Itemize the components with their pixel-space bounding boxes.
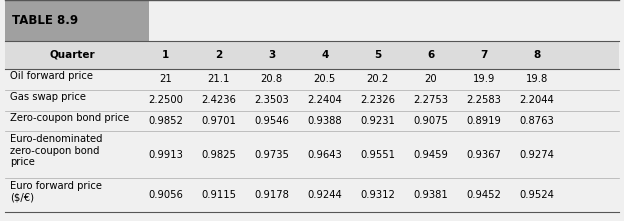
Text: 2.2500: 2.2500 <box>149 95 183 105</box>
Text: TABLE 8.9: TABLE 8.9 <box>12 14 79 27</box>
Text: 0.8763: 0.8763 <box>520 116 554 126</box>
Text: 0.9459: 0.9459 <box>414 150 448 160</box>
Text: 0.9115: 0.9115 <box>201 190 236 200</box>
Text: Gas swap price: Gas swap price <box>10 92 86 102</box>
Text: 0.9452: 0.9452 <box>467 190 501 200</box>
Text: 19.8: 19.8 <box>526 74 548 84</box>
Text: 0.9546: 0.9546 <box>255 116 289 126</box>
Text: Oil forward price: Oil forward price <box>10 71 93 81</box>
Text: 0.9701: 0.9701 <box>202 116 236 126</box>
Text: 20: 20 <box>424 74 437 84</box>
Text: 20.2: 20.2 <box>367 74 389 84</box>
Bar <box>5 41 619 69</box>
Text: 0.9381: 0.9381 <box>414 190 448 200</box>
Bar <box>149 0 619 41</box>
Text: 0.9735: 0.9735 <box>255 150 289 160</box>
Text: 2.2044: 2.2044 <box>520 95 554 105</box>
Bar <box>5 131 619 178</box>
Text: 2.2404: 2.2404 <box>308 95 342 105</box>
Text: 8: 8 <box>534 50 540 60</box>
Text: 20.8: 20.8 <box>261 74 283 84</box>
Text: 5: 5 <box>374 50 381 60</box>
Text: 0.9075: 0.9075 <box>414 116 448 126</box>
Text: 0.9274: 0.9274 <box>520 150 554 160</box>
Text: 0.9244: 0.9244 <box>308 190 342 200</box>
Text: 0.9524: 0.9524 <box>520 190 554 200</box>
Text: 2.2583: 2.2583 <box>467 95 501 105</box>
Text: 7: 7 <box>480 50 487 60</box>
Text: 1: 1 <box>162 50 169 60</box>
Text: 0.9643: 0.9643 <box>308 150 342 160</box>
Text: 0.9551: 0.9551 <box>360 150 396 160</box>
Bar <box>5 90 619 110</box>
Text: 6: 6 <box>427 50 434 60</box>
Text: 4: 4 <box>321 50 328 60</box>
Text: 0.9388: 0.9388 <box>308 116 342 126</box>
Bar <box>5 110 619 131</box>
Text: 2.2753: 2.2753 <box>413 95 449 105</box>
Text: 21: 21 <box>159 74 172 84</box>
Bar <box>5 178 619 212</box>
Text: 2.3503: 2.3503 <box>255 95 289 105</box>
Text: Zero-coupon bond price: Zero-coupon bond price <box>10 113 129 123</box>
Text: 2.2326: 2.2326 <box>360 95 396 105</box>
Text: 0.9852: 0.9852 <box>149 116 183 126</box>
Text: Euro forward price
($/€): Euro forward price ($/€) <box>10 181 102 202</box>
Text: 0.8919: 0.8919 <box>467 116 501 126</box>
Text: 2.4236: 2.4236 <box>202 95 236 105</box>
Text: 0.9913: 0.9913 <box>149 150 183 160</box>
Text: 21.1: 21.1 <box>208 74 230 84</box>
Text: 0.9231: 0.9231 <box>361 116 395 126</box>
Text: 0.9056: 0.9056 <box>149 190 183 200</box>
Text: 0.9312: 0.9312 <box>361 190 395 200</box>
Text: 20.5: 20.5 <box>314 74 336 84</box>
Text: 0.9825: 0.9825 <box>202 150 236 160</box>
Bar <box>5 69 619 90</box>
Bar <box>5 0 149 41</box>
Text: Euro-denominated
zero-coupon bond
price: Euro-denominated zero-coupon bond price <box>10 134 102 167</box>
Text: Quarter: Quarter <box>49 50 95 60</box>
Text: 0.9178: 0.9178 <box>255 190 289 200</box>
Text: 2: 2 <box>215 50 222 60</box>
Text: 3: 3 <box>268 50 275 60</box>
Text: 19.9: 19.9 <box>473 74 495 84</box>
Text: 0.9367: 0.9367 <box>467 150 501 160</box>
